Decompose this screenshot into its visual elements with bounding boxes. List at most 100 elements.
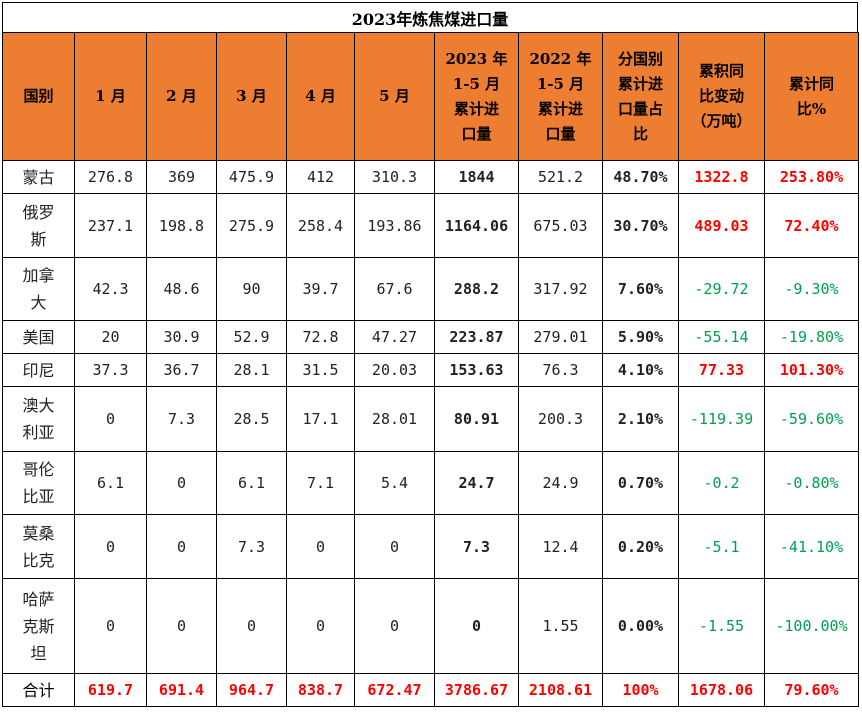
cell-yoy: -9.30% <box>764 257 859 321</box>
cell-jan: 0 <box>74 514 147 579</box>
cell-feb: 7.3 <box>146 386 217 452</box>
cell-total-jan: 619.7 <box>74 673 147 707</box>
cell-mar: 28.1 <box>216 353 287 387</box>
cell-country: 俄罗斯 <box>2 193 75 258</box>
cell-feb: 369 <box>146 160 217 194</box>
cell-country: 哥伦 比亚 <box>2 451 75 515</box>
cell-jan: 42.3 <box>74 257 147 321</box>
cell-change: -5.1 <box>678 514 765 579</box>
cell-2022-cumulative: 12.4 <box>518 514 603 579</box>
cell-2023-cumulative: 1164.06 <box>434 193 519 258</box>
cell-total-apr: 838.7 <box>286 673 355 707</box>
cell-mar: 7.3 <box>216 514 287 579</box>
header-country: 国别 <box>2 32 75 161</box>
cell-may: 67.6 <box>354 257 435 321</box>
cell-2022-cumulative: 675.03 <box>518 193 603 258</box>
cell-change: 1322.8 <box>678 160 765 194</box>
cell-2023-cumulative: 1844 <box>434 160 519 194</box>
cell-apr: 72.8 <box>286 320 355 354</box>
cell-2022-cumulative: 76.3 <box>518 353 603 387</box>
cell-change: 489.03 <box>678 193 765 258</box>
cell-mar: 90 <box>216 257 287 321</box>
cell-change: 77.33 <box>678 353 765 387</box>
cell-2022-cumulative: 521.2 <box>518 160 603 194</box>
cell-2023-cumulative: 24.7 <box>434 451 519 515</box>
cell-share: 30.70% <box>602 193 679 258</box>
cell-yoy: -100.00% <box>764 578 859 674</box>
cell-jan: 0 <box>74 386 147 452</box>
cell-yoy: -41.10% <box>764 514 859 579</box>
table-row: 加拿大 42.3 48.6 90 39.7 67.6 288.2 317.92 7.60% -29… <box>2 257 859 321</box>
header-yoy: 累计同 比% <box>764 32 859 161</box>
table-row: 蒙古 276.8 369 475.9 412 310.3 1844 521.2 48.70% 13… <box>2 160 859 194</box>
cell-feb: 0 <box>146 578 217 674</box>
cell-change: -1.55 <box>678 578 765 674</box>
table-body: 蒙古 276.8 369 475.9 412 310.3 1844 521.2 48.70% 13… <box>2 160 859 707</box>
total-row: 合计 619.7 691.4 964.7 838.7 672.47 3786.67 2108.… <box>2 673 859 707</box>
cell-feb: 0 <box>146 514 217 579</box>
cell-feb: 0 <box>146 451 217 515</box>
cell-mar: 275.9 <box>216 193 287 258</box>
cell-country: 加拿大 <box>2 257 75 321</box>
table-row: 哥伦 比亚 6.1 0 6.1 7.1 5.4 24.7 24.9 0.70% -0.2 -0.80% <box>2 451 859 515</box>
header-jan: 1 月 <box>74 32 147 161</box>
table-row: 莫桑 比克 0 0 7.3 0 0 7.3 12.4 0.20% -5.1 -41.10% <box>2 514 859 579</box>
cell-mar: 6.1 <box>216 451 287 515</box>
cell-total-2022-cumulative: 2108.61 <box>518 673 603 707</box>
cell-may: 47.27 <box>354 320 435 354</box>
cell-2022-cumulative: 200.3 <box>518 386 603 452</box>
cell-2022-cumulative: 279.01 <box>518 320 603 354</box>
cell-2023-cumulative: 288.2 <box>434 257 519 321</box>
cell-2023-cumulative: 153.63 <box>434 353 519 387</box>
cell-may: 5.4 <box>354 451 435 515</box>
cell-apr: 31.5 <box>286 353 355 387</box>
table-row: 印尼 37.3 36.7 28.1 31.5 20.03 153.63 76.3 4.10% 77… <box>2 353 859 387</box>
cell-yoy: 101.30% <box>764 353 859 387</box>
cell-jan: 237.1 <box>74 193 147 258</box>
cell-country: 美国 <box>2 320 75 354</box>
table-row: 俄罗斯 237.1 198.8 275.9 258.4 193.86 1164.06 675.… <box>2 193 859 258</box>
cell-jan: 0 <box>74 578 147 674</box>
header-mar: 3 月 <box>216 32 287 161</box>
cell-yoy: -0.80% <box>764 451 859 515</box>
cell-apr: 412 <box>286 160 355 194</box>
cell-total-yoy: 79.60% <box>764 673 859 707</box>
cell-share: 2.10% <box>602 386 679 452</box>
cell-may: 28.01 <box>354 386 435 452</box>
cell-share: 48.70% <box>602 160 679 194</box>
cell-change: -0.2 <box>678 451 765 515</box>
cell-total-share: 100% <box>602 673 679 707</box>
table-title: 2023年炼焦煤进口量 <box>2 2 858 32</box>
cell-apr: 258.4 <box>286 193 355 258</box>
cell-feb: 198.8 <box>146 193 217 258</box>
cell-2022-cumulative: 1.55 <box>518 578 603 674</box>
cell-feb: 30.9 <box>146 320 217 354</box>
header-feb: 2 月 <box>146 32 217 161</box>
cell-2023-cumulative: 0 <box>434 578 519 674</box>
cell-mar: 0 <box>216 578 287 674</box>
cell-share: 4.10% <box>602 353 679 387</box>
cell-may: 193.86 <box>354 193 435 258</box>
cell-share: 0.70% <box>602 451 679 515</box>
cell-feb: 36.7 <box>146 353 217 387</box>
cell-apr: 0 <box>286 514 355 579</box>
cell-may: 0 <box>354 514 435 579</box>
table-row: 哈萨 克斯坦 0 0 0 0 0 0 1.55 0.00% -1.55 -100.00% <box>2 578 859 674</box>
cell-may: 310.3 <box>354 160 435 194</box>
cell-apr: 0 <box>286 578 355 674</box>
header-apr: 4 月 <box>286 32 355 161</box>
header-change: 累积同 比变动 （万吨） <box>678 32 765 161</box>
cell-feb: 48.6 <box>146 257 217 321</box>
cell-total-mar: 964.7 <box>216 673 287 707</box>
table-row: 澳大 利亚 0 7.3 28.5 17.1 28.01 80.91 200.3 2.10% -119… <box>2 386 859 452</box>
cell-2022-cumulative: 317.92 <box>518 257 603 321</box>
cell-total-2023-cumulative: 3786.67 <box>434 673 519 707</box>
cell-apr: 17.1 <box>286 386 355 452</box>
cell-2022-cumulative: 24.9 <box>518 451 603 515</box>
cell-share: 0.00% <box>602 578 679 674</box>
cell-jan: 20 <box>74 320 147 354</box>
cell-2023-cumulative: 80.91 <box>434 386 519 452</box>
cell-mar: 52.9 <box>216 320 287 354</box>
cell-change: -55.14 <box>678 320 765 354</box>
cell-2023-cumulative: 7.3 <box>434 514 519 579</box>
